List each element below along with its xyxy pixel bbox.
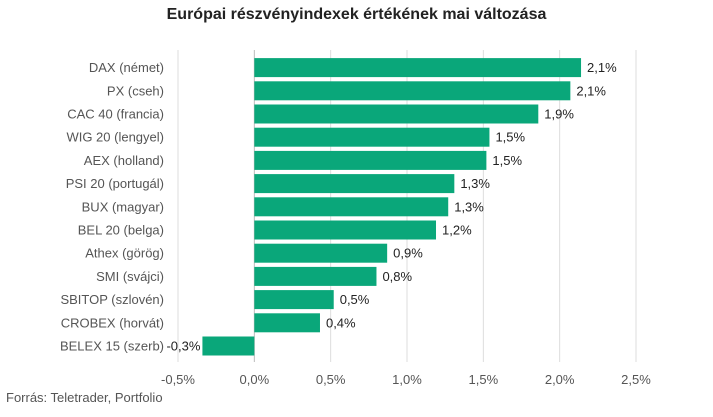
value-label: 2,1% xyxy=(576,83,606,98)
x-tick-label: 1,0% xyxy=(392,372,422,387)
category-label: BELEX 15 (szerb) xyxy=(60,339,164,354)
bars xyxy=(202,58,582,356)
bar xyxy=(254,290,334,310)
category-label: BEL 20 (belga) xyxy=(78,223,164,238)
bar xyxy=(254,313,320,333)
category-label: BUX (magyar) xyxy=(82,199,164,214)
category-label: CROBEX (horvát) xyxy=(61,315,164,330)
value-label: 1,5% xyxy=(492,153,522,168)
bar xyxy=(254,197,449,217)
value-label: 1,5% xyxy=(495,130,525,145)
value-label: -0,3% xyxy=(166,339,200,354)
category-label: CAC 40 (francia) xyxy=(67,107,164,122)
category-label: SBITOP (szlovén) xyxy=(60,292,164,307)
bar xyxy=(254,243,388,263)
bar xyxy=(254,104,539,124)
bar xyxy=(254,266,377,286)
category-label: SMI (svájci) xyxy=(96,269,164,284)
x-tick-label: 0,5% xyxy=(316,372,346,387)
x-tick-label: 0,0% xyxy=(240,372,270,387)
bar xyxy=(254,58,582,78)
x-tick-label: 2,5% xyxy=(621,372,651,387)
category-label: PSI 20 (portugál) xyxy=(66,176,164,191)
category-label: PX (cseh) xyxy=(107,83,164,98)
bar xyxy=(254,150,487,170)
value-label: 0,9% xyxy=(393,246,423,261)
category-label: Athex (görög) xyxy=(85,246,164,261)
bar xyxy=(202,336,255,356)
value-label: 0,5% xyxy=(340,292,370,307)
value-label: 1,9% xyxy=(544,107,574,122)
labels: -0,5% 0,0% 0,5% 1,0% 1,5% 2,0% 2,5% DAX (német)… xyxy=(60,60,651,387)
value-label: 1,2% xyxy=(442,223,472,238)
value-label: 0,4% xyxy=(326,315,356,330)
x-tick-label: 2,0% xyxy=(545,372,575,387)
bar xyxy=(254,127,490,147)
bar xyxy=(254,81,571,101)
category-label: DAX (német) xyxy=(89,60,164,75)
category-label: AEX (holland) xyxy=(84,153,164,168)
source-note: Forrás: Teletrader, Portfolio xyxy=(6,390,163,405)
chart-title: Európai részvényindexek értékének mai vá… xyxy=(166,6,547,23)
x-tick-label: -0,5% xyxy=(161,372,195,387)
value-label: 1,3% xyxy=(460,176,490,191)
category-label: WIG 20 (lengyel) xyxy=(66,130,164,145)
value-label: 1,3% xyxy=(454,199,484,214)
value-label: 0,8% xyxy=(382,269,412,284)
x-tick-label: 1,5% xyxy=(469,372,499,387)
bar xyxy=(254,220,437,240)
bar xyxy=(254,174,455,194)
value-label: 2,1% xyxy=(587,60,617,75)
